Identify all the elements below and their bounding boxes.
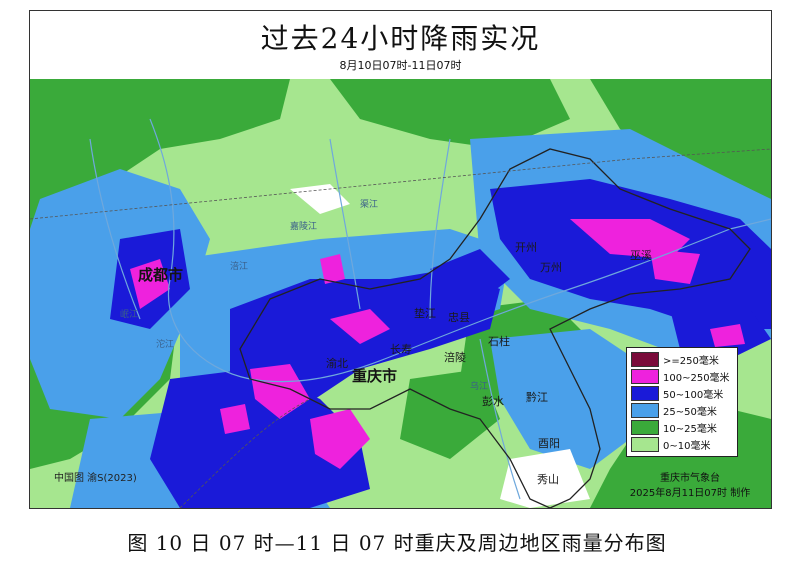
label-kaizhou: 开州	[515, 241, 537, 254]
legend-row: 25~50毫米	[631, 402, 733, 419]
label-changshou: 长寿	[390, 343, 412, 356]
legend-swatch	[631, 437, 659, 452]
label-dianjiang: 垫江	[414, 307, 436, 320]
legend-row: 10~25毫米	[631, 419, 733, 436]
legend-label: 100~250毫米	[663, 373, 730, 384]
legend-label: 25~50毫米	[663, 407, 717, 418]
credit-time: 2025年8月11日07时 制作	[629, 488, 751, 499]
legend-label: 0~10毫米	[663, 441, 711, 452]
map-title: 过去24小时降雨实况	[260, 22, 541, 55]
legend-label: 50~100毫米	[663, 390, 724, 401]
legend: >=250毫米 100~250毫米 50~100毫米 25~50毫米 10~25…	[626, 347, 738, 457]
legend-row: 0~10毫米	[631, 436, 733, 453]
figure-caption: 图 10 日 07 时—11 日 07 时重庆及周边地区雨量分布图	[127, 531, 667, 555]
credit-agency: 重庆市气象台	[660, 473, 720, 484]
legend-swatch	[631, 352, 659, 367]
legend-swatch	[631, 369, 659, 384]
rainfall-raster	[30, 79, 771, 508]
legend-row: 50~100毫米	[631, 385, 733, 402]
label-xiushan: 秀山	[537, 473, 559, 486]
river-jialingjiang: 嘉陵江	[290, 222, 318, 232]
map-area: 成都市 重庆市 忠县 长寿 涪陵 石柱 黔江 酉阳 秀山 彭水 垫江 渝北 开州…	[30, 79, 771, 508]
legend-swatch	[631, 386, 659, 401]
label-pengshui: 彭水	[482, 395, 504, 408]
legend-row: >=250毫米	[631, 351, 733, 368]
label-qianjiang: 黔江	[526, 391, 548, 404]
legend-label: >=250毫米	[663, 356, 719, 367]
legend-swatch	[631, 403, 659, 418]
rain-layer-100-250	[130, 219, 745, 469]
label-fuling: 涪陵	[444, 351, 466, 364]
river-qujiang: 渠江	[360, 200, 379, 210]
legend-row: 100~250毫米	[631, 368, 733, 385]
map-copyright: 中国图 渝S(2023)	[54, 473, 137, 484]
river-fujiang: 涪江	[230, 262, 249, 272]
label-yubei: 渝北	[326, 357, 348, 370]
rivers	[89, 118, 771, 500]
legend-label: 10~25毫米	[663, 424, 717, 435]
river-minjiang: 岷江	[120, 310, 139, 320]
chongqing-boundary	[239, 148, 751, 508]
credit-block: 重庆市气象台 2025年8月11日07时 制作	[615, 471, 765, 501]
river-tuojiang: 沱江	[156, 340, 175, 350]
province-borders	[30, 148, 771, 508]
rainfall-map: 过去24小时降雨实况 8月10日07时-11日07时	[29, 10, 772, 509]
legend-swatch	[631, 420, 659, 435]
label-youyang: 酉阳	[538, 437, 560, 450]
map-subtitle: 8月10日07时-11日07时	[339, 59, 462, 72]
label-chongqing: 重庆市	[352, 367, 398, 385]
river-wujiang: 乌江	[470, 382, 489, 392]
label-shizhu: 石柱	[488, 335, 510, 348]
label-zhongxian: 忠县	[448, 311, 470, 324]
label-chengdu: 成都市	[138, 266, 184, 284]
label-wanzhou: 万州	[540, 261, 562, 274]
label-wuxi: 巫溪	[630, 249, 652, 262]
